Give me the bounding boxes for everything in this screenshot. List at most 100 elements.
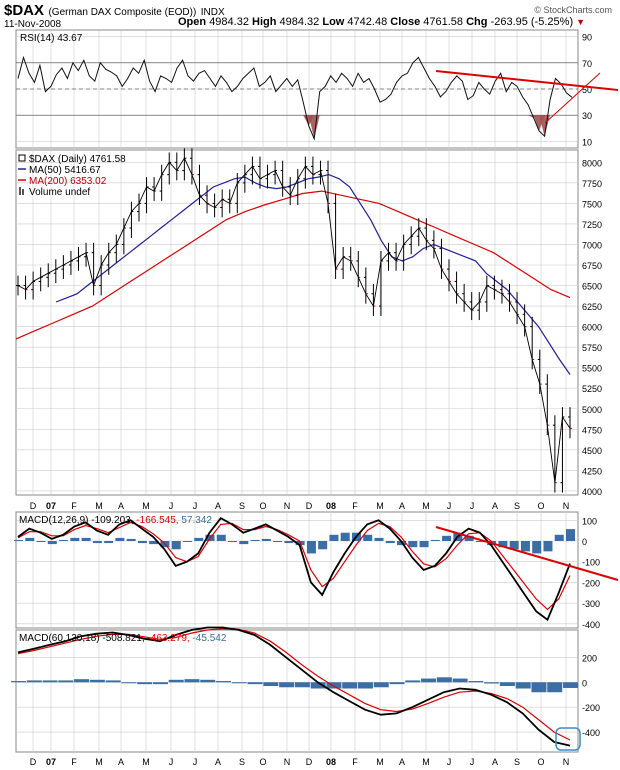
chg-value: -263.95 (-5.25%): [490, 16, 574, 28]
macd2-histogram-bar: [468, 681, 484, 683]
macd2-x-label: O: [537, 757, 544, 767]
price-x-label: A: [118, 501, 124, 511]
macd2-histogram-bar: [436, 677, 452, 683]
macd2-histogram-bar: [547, 682, 563, 693]
price-axis-tick-label: 7750: [582, 179, 602, 189]
price-x-label: A: [492, 501, 498, 511]
rsi-legend: RSI(14) 43.67: [20, 33, 83, 44]
low-label: Low: [322, 16, 345, 28]
macd2-x-label: M: [142, 757, 150, 767]
macd2-histogram-bar: [279, 682, 295, 688]
price-x-label: O: [537, 501, 544, 511]
macd2-histogram-bar: [405, 680, 421, 683]
macd1-histogram-bar: [532, 541, 542, 554]
macd1-histogram-bar: [509, 541, 519, 550]
price-x-label: D: [30, 501, 37, 511]
macd1-legend-part: MACD(12,26,9): [19, 515, 91, 526]
macd2-x-label: 08: [326, 757, 336, 767]
macd2-histogram-bar: [342, 682, 358, 689]
macd2-legend-part: -508.821,: [102, 633, 147, 644]
macd1-histogram-bar: [250, 539, 260, 541]
macd1-histogram-bar: [363, 534, 373, 541]
macd2-legend-part: MACD(60,130,18): [19, 633, 102, 644]
price-x-label: D: [306, 501, 313, 511]
price-axis-tick-label: 6500: [582, 282, 602, 292]
macd2-histogram-bar: [200, 679, 216, 683]
macd2-x-label: F: [71, 757, 77, 767]
macd1-histogram-bar: [498, 541, 508, 548]
rsi-line: [17, 55, 573, 141]
volume-legend-swatch: [19, 187, 21, 195]
macd2-legend: MACD(60,130,18) -508.821, -463.279, -45.…: [19, 633, 227, 644]
rsi-axis-tick-label: 90: [582, 33, 592, 43]
macd2-x-label: O: [259, 757, 266, 767]
low-value: 4742.48: [347, 16, 388, 28]
symbol-description: (German DAX Composite (EOD)): [48, 7, 197, 18]
macd1-histogram-bar: [566, 529, 575, 541]
macd1-histogram-bar: [340, 532, 350, 541]
price-x-label: N: [563, 501, 570, 511]
macd2-x-label: A: [492, 757, 498, 767]
price-panel: [15, 149, 579, 496]
rsi-axis-tick-label: 70: [582, 59, 592, 69]
close-value: 4761.58: [423, 16, 464, 28]
price-legend-entry: Volume undef: [29, 187, 90, 198]
macd2-panel: [15, 629, 579, 753]
price-axis-tick-label: 6000: [582, 323, 602, 333]
price-x-label: 07: [46, 501, 56, 511]
rsi-trendline: [435, 70, 619, 91]
macd1-histogram-bar: [408, 541, 418, 548]
macd2-histogram-bar: [247, 682, 263, 685]
price-axis-tick-label: 5250: [582, 384, 602, 394]
macd1-histogram-bar: [25, 537, 35, 541]
price-axis-tick-label: 7250: [582, 220, 602, 230]
macd1-histogram-bar: [239, 541, 249, 545]
macd1-histogram-bar: [182, 541, 192, 542]
macd2-x-label: J: [447, 757, 452, 767]
macd2-histogram-bar: [137, 682, 153, 685]
macd2-histogram-bar: [216, 681, 232, 683]
close-label: Close: [390, 16, 421, 28]
macd2-x-label: S: [514, 757, 520, 767]
price-axis-tick-label: 6250: [582, 302, 602, 312]
macd2-x-label: 07: [46, 757, 56, 767]
macd2-x-label: D: [306, 757, 313, 767]
price-x-label: J: [193, 501, 198, 511]
down-triangle-icon: ▼: [576, 17, 586, 27]
macd1-histogram-bar: [47, 541, 57, 545]
macd2-histogram-bar: [11, 681, 26, 683]
macd1-histogram-bar: [284, 541, 294, 544]
macd1-histogram-bar: [59, 539, 69, 541]
macd1-legend-part: 57.342: [181, 515, 212, 526]
macd2-legend-part: -463.279,: [147, 633, 192, 644]
macd2-x-label: S: [239, 757, 245, 767]
macd1-axis-tick-label: 100: [582, 516, 597, 526]
macd1-histogram-bar: [374, 537, 384, 541]
macd2-histogram-bar: [152, 682, 168, 685]
price-legend-entry: MA(50) 5416.67: [29, 165, 101, 176]
macd2-x-label: F: [352, 757, 358, 767]
price-axis-tick-label: 6750: [582, 261, 602, 271]
macd1-histogram-bar: [104, 541, 114, 544]
macd1-histogram-bar: [464, 535, 474, 541]
price-legend-entry: MA(200) 6353.02: [29, 176, 107, 187]
macd2-axis-tick-label: 0: [582, 678, 587, 688]
high-value: 4984.32: [279, 16, 320, 28]
macd2-histogram-bar: [74, 679, 90, 683]
macd2-histogram-bar: [484, 682, 500, 684]
macd2-x-label: M: [95, 757, 103, 767]
rsi-axis-tick-label: 10: [582, 137, 592, 147]
chg-label: Chg: [466, 16, 488, 28]
macd1-histogram-bar: [36, 541, 46, 543]
price-x-label: A: [215, 501, 221, 511]
macd2-histogram-bar: [26, 680, 42, 683]
macd2-x-label: A: [215, 757, 221, 767]
price-x-label: F: [71, 501, 77, 511]
macd2-histogram-bar: [121, 682, 137, 684]
macd1-histogram-bar: [228, 541, 238, 543]
price-axis-tick-label: 8000: [582, 158, 602, 168]
macd2-histogram-bar: [89, 679, 105, 683]
symbol[interactable]: $DAX: [4, 2, 45, 19]
macd2-histogram-bar: [231, 682, 247, 684]
